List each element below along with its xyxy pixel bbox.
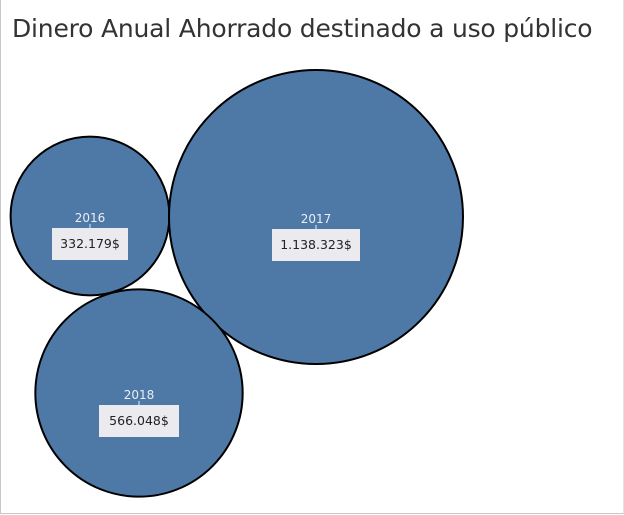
bubble-circle-2017[interactable]: [168, 69, 464, 365]
bubble-2017[interactable]: 2017 1.138.323$: [168, 69, 464, 365]
bubble-year-label: 2018: [124, 388, 155, 402]
bubble-year-label: 2016: [75, 211, 106, 225]
bubble-2016[interactable]: 2016 332.179$: [9, 135, 171, 297]
value-label-box: [272, 229, 360, 261]
bubble-value-label: 1.138.323$: [280, 237, 352, 252]
chart-title: Dinero Anual Ahorrado destinado a uso pú…: [12, 14, 593, 43]
value-label-box: [99, 405, 179, 437]
bubble-value-label: 332.179$: [60, 236, 120, 251]
bubble-year-label: 2017: [301, 212, 332, 226]
bubble-circle-2018[interactable]: [34, 288, 244, 498]
bubble-value-label: 566.048$: [109, 413, 169, 428]
bubble-2018[interactable]: 2018 566.048$: [34, 288, 244, 498]
value-label-box: [52, 228, 128, 260]
